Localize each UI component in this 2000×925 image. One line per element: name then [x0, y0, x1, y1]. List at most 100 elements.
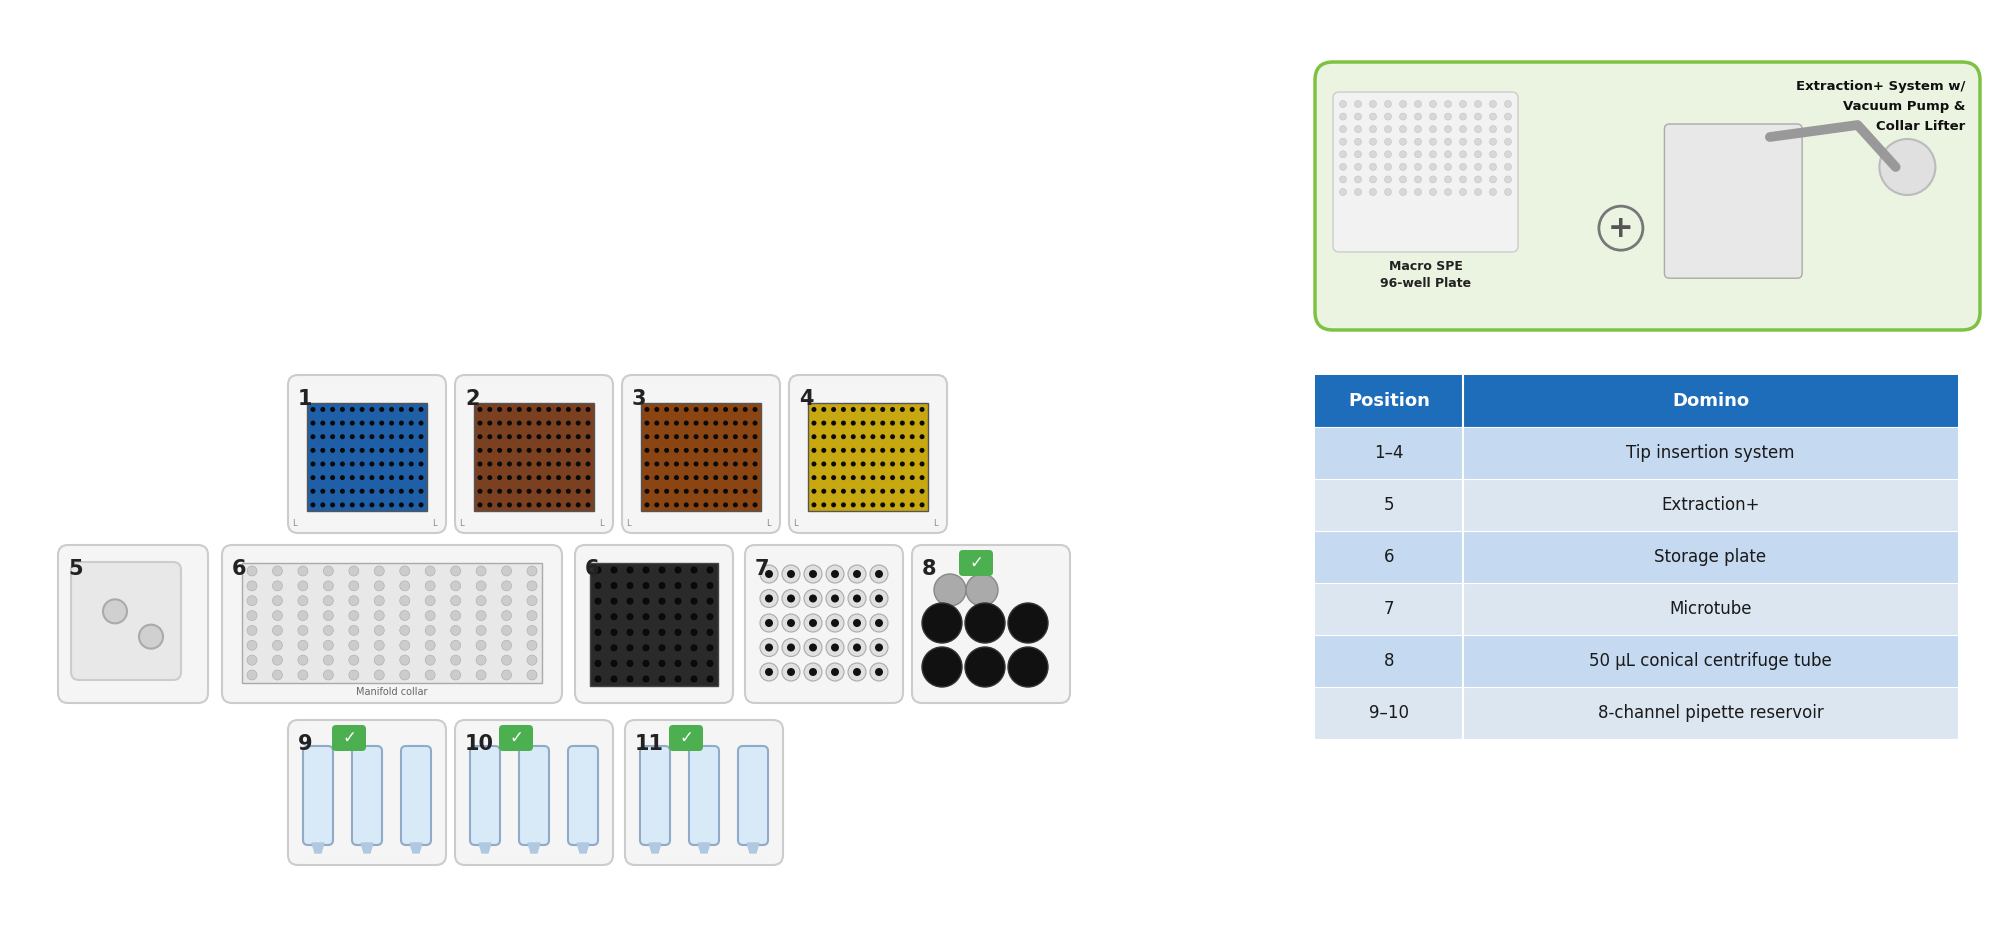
Circle shape — [1370, 189, 1376, 195]
Circle shape — [408, 488, 414, 494]
Circle shape — [752, 448, 758, 453]
Circle shape — [586, 421, 590, 426]
Circle shape — [340, 475, 344, 480]
Circle shape — [870, 434, 876, 439]
Circle shape — [1444, 113, 1452, 120]
Text: 10: 10 — [464, 734, 494, 754]
Circle shape — [674, 475, 678, 480]
Circle shape — [840, 448, 846, 453]
Circle shape — [398, 421, 404, 426]
Circle shape — [684, 475, 688, 480]
Circle shape — [450, 670, 460, 680]
Circle shape — [348, 566, 358, 576]
Circle shape — [330, 502, 336, 508]
Circle shape — [690, 582, 698, 589]
Circle shape — [1384, 113, 1392, 120]
Circle shape — [654, 448, 660, 453]
Circle shape — [852, 644, 860, 651]
Circle shape — [426, 655, 436, 665]
Circle shape — [340, 462, 344, 466]
Circle shape — [654, 462, 660, 466]
Circle shape — [732, 434, 738, 439]
Text: 8: 8 — [1384, 652, 1394, 670]
Circle shape — [626, 598, 634, 605]
Circle shape — [808, 668, 818, 676]
Circle shape — [450, 566, 460, 576]
Circle shape — [556, 475, 562, 480]
Circle shape — [324, 640, 334, 650]
Circle shape — [822, 448, 826, 453]
Circle shape — [330, 434, 336, 439]
Circle shape — [370, 421, 374, 426]
Circle shape — [1460, 138, 1466, 145]
Text: 1–4: 1–4 — [1374, 444, 1404, 462]
Circle shape — [594, 612, 602, 621]
Circle shape — [450, 640, 460, 650]
FancyBboxPatch shape — [520, 746, 548, 845]
Circle shape — [1414, 164, 1422, 170]
Circle shape — [426, 670, 436, 680]
Circle shape — [1460, 151, 1466, 158]
Circle shape — [594, 598, 602, 605]
Circle shape — [890, 434, 896, 439]
Circle shape — [850, 502, 856, 508]
Circle shape — [654, 434, 660, 439]
Circle shape — [426, 610, 436, 621]
Circle shape — [848, 589, 866, 608]
Circle shape — [340, 502, 344, 508]
Bar — [808, 403, 928, 511]
Circle shape — [832, 644, 840, 651]
Circle shape — [1400, 189, 1406, 195]
Circle shape — [934, 574, 966, 606]
Circle shape — [310, 475, 316, 480]
Circle shape — [900, 475, 904, 480]
Circle shape — [418, 502, 424, 508]
Circle shape — [610, 582, 618, 589]
Circle shape — [272, 625, 282, 635]
Circle shape — [808, 619, 818, 627]
FancyBboxPatch shape — [222, 545, 562, 703]
Circle shape — [850, 434, 856, 439]
Circle shape — [418, 462, 424, 466]
Circle shape — [506, 502, 512, 508]
Circle shape — [1340, 138, 1346, 145]
Circle shape — [788, 595, 796, 602]
Circle shape — [920, 502, 924, 508]
Circle shape — [476, 610, 486, 621]
Circle shape — [674, 660, 682, 668]
Circle shape — [1880, 139, 1936, 195]
Circle shape — [664, 462, 670, 466]
Circle shape — [832, 619, 840, 627]
Text: 3: 3 — [632, 389, 646, 409]
Circle shape — [840, 488, 846, 494]
Circle shape — [370, 407, 374, 412]
Text: Extraction+: Extraction+ — [1662, 496, 1760, 514]
Circle shape — [860, 407, 866, 412]
Circle shape — [390, 462, 394, 466]
Circle shape — [644, 407, 650, 412]
Circle shape — [370, 488, 374, 494]
Circle shape — [694, 502, 698, 508]
Circle shape — [374, 596, 384, 606]
Circle shape — [1008, 603, 1048, 643]
Circle shape — [832, 475, 836, 480]
Circle shape — [330, 421, 336, 426]
Circle shape — [556, 421, 562, 426]
Circle shape — [1384, 189, 1392, 195]
Circle shape — [556, 462, 562, 466]
Text: 4: 4 — [800, 389, 814, 409]
Circle shape — [506, 475, 512, 480]
Circle shape — [782, 614, 800, 632]
Circle shape — [742, 421, 748, 426]
Circle shape — [1340, 126, 1346, 132]
Circle shape — [400, 596, 410, 606]
Circle shape — [690, 660, 698, 668]
Circle shape — [566, 488, 570, 494]
Circle shape — [502, 610, 512, 621]
Circle shape — [848, 663, 866, 681]
Circle shape — [576, 407, 580, 412]
Circle shape — [528, 640, 536, 650]
Circle shape — [272, 670, 282, 680]
Circle shape — [324, 610, 334, 621]
Circle shape — [654, 407, 660, 412]
